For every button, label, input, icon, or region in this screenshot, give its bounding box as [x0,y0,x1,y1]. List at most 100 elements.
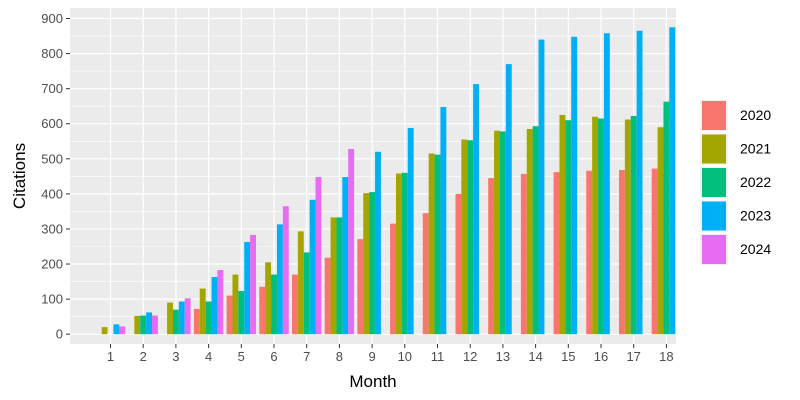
bar-2024-month-3 [184,298,191,335]
y-tick-label: 200 [41,257,63,272]
bar-2023-month-18 [669,27,676,335]
bar-2023-month-10 [407,127,414,335]
bar-2022-month-8 [336,217,343,335]
x-tick-label: 2 [140,349,147,364]
bar-2023-month-13 [505,64,512,335]
bar-2023-month-14 [538,39,545,335]
bar-2021-month-13 [494,130,500,335]
y-axis-title: Citations [10,143,29,209]
bar-2022-month-12 [467,140,474,335]
bar-2020-month-6 [259,286,266,335]
bar-2021-month-17 [624,119,631,335]
bar-2020-month-17 [618,170,625,335]
bar-2020-month-4 [193,308,200,335]
bars [101,27,676,335]
legend-label-2021: 2021 [740,141,771,157]
bar-2023-month-15 [571,36,578,335]
x-tick-label: 11 [431,349,445,364]
bar-2024-month-6 [282,206,289,335]
x-tick-label: 16 [594,349,608,364]
bar-2022-month-14 [532,126,539,335]
bar-2021-month-14 [526,129,533,335]
bar-2024-month-2 [152,315,158,335]
bar-2021-month-11 [428,153,435,335]
x-tick-label: 9 [368,349,375,364]
legend: 2020 2021 2022 2023 2024 [700,100,771,265]
x-tick-label: 1 [107,349,114,364]
bar-2021-month-12 [461,139,468,335]
x-tick-label: 3 [172,349,179,364]
x-tick-label: 18 [659,349,673,364]
bar-2021-month-4 [199,288,206,335]
bar-2022-month-7 [303,252,310,335]
y-tick-label: 0 [56,327,63,342]
bar-2021-month-5 [232,274,239,335]
y-axis: 0 100 200 300 400 500 600 700 800 900 [41,11,70,342]
bar-2023-month-12 [473,84,480,335]
bar-2022-month-3 [172,309,179,335]
bar-2020-month-12 [455,193,462,335]
bar-2021-month-16 [592,116,599,335]
bar-2020-month-8 [324,257,331,335]
bar-2022-month-18 [663,101,670,335]
bar-2020-month-15 [553,172,560,335]
bar-2021-month-2 [134,315,141,335]
bar-2021-month-15 [559,114,566,335]
y-tick-label: 500 [41,151,63,166]
bar-2020-month-7 [291,274,298,335]
bar-2020-month-11 [422,213,429,335]
y-tick-label: 300 [41,221,63,236]
bar-2023-month-5 [244,241,251,335]
y-tick-label: 400 [41,186,63,201]
legend-label-2022: 2022 [740,174,771,190]
bar-2022-month-5 [238,291,245,335]
x-tick-label: 14 [528,349,542,364]
bar-2020-month-18 [651,168,658,335]
bar-2023-month-17 [636,30,643,335]
bar-2020-month-9 [357,239,364,335]
y-tick-label: 700 [41,81,63,96]
bar-2023-month-2 [146,312,153,335]
bar-2020-month-14 [520,173,527,335]
bar-2021-month-6 [265,262,272,335]
bar-2022-month-11 [434,154,441,335]
legend-key-2022 [702,168,726,197]
legend-key-2024 [702,235,726,264]
bar-2020-month-5 [226,295,233,335]
bar-2020-month-10 [390,223,396,335]
bar-2021-month-10 [395,173,402,335]
x-tick-label: 10 [398,349,412,364]
bar-2023-month-11 [440,106,447,335]
x-tick-label: 15 [561,349,575,364]
legend-key-2021 [702,134,726,164]
bar-2021-month-3 [167,302,173,335]
x-tick-label: 12 [463,349,477,364]
x-axis-title: Month [349,372,396,391]
legend-label-2020: 2020 [740,107,771,123]
bar-2022-month-4 [205,301,212,335]
legend-key-2023 [702,201,726,231]
bar-2023-month-9 [375,151,381,335]
bar-2021-month-9 [363,193,370,335]
legend-label-2024: 2024 [740,241,771,257]
bar-2023-month-7 [309,199,316,335]
x-axis: 1 2 3 4 5 6 7 8 9 10 11 12 13 14 15 16 17 18 [107,344,674,364]
bar-2023-month-3 [178,301,185,335]
bar-2022-month-10 [401,172,408,335]
bar-2021-month-18 [657,127,664,335]
bar-2020-month-13 [488,178,495,335]
bar-2022-month-15 [565,120,572,335]
bar-2024-month-7 [315,177,322,335]
y-tick-label: 800 [41,46,63,61]
bar-2022-month-9 [369,192,376,335]
bar-2023-month-8 [342,177,349,335]
x-tick-label: 6 [270,349,277,364]
bar-2024-month-1 [119,326,126,335]
bar-2023-month-1 [113,324,120,335]
x-tick-label: 4 [205,349,212,364]
x-tick-label: 5 [238,349,245,364]
bar-2022-month-13 [499,131,506,335]
bar-2023-month-4 [211,277,218,335]
